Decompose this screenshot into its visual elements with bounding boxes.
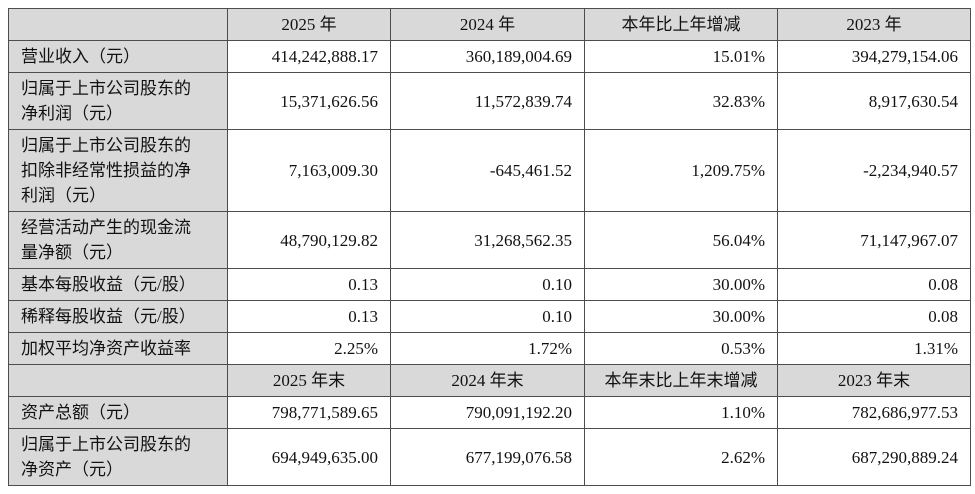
cell-value: 687,290,889.24 xyxy=(777,428,971,486)
column-header-end-yoy-change: 本年末比上年末增减 xyxy=(584,364,778,397)
corner-cell xyxy=(8,364,228,397)
cell-value: 48,790,129.82 xyxy=(227,211,391,269)
cell-value: 0.10 xyxy=(390,268,585,301)
row-label: 资产总额（元） xyxy=(8,396,228,429)
column-header-2025: 2025 年 xyxy=(227,8,391,41)
cell-value: 0.53% xyxy=(584,332,778,365)
column-header-2023-end: 2023 年末 xyxy=(777,364,971,397)
cell-value: 0.08 xyxy=(777,300,971,333)
row-label: 归属于上市公司股东的 净利润（元） xyxy=(8,72,228,130)
table-row-net-assets: 归属于上市公司股东的 净资产（元） 694,949,635.00 677,199… xyxy=(8,428,971,486)
cell-value: 1.10% xyxy=(584,396,778,429)
cell-value: -2,234,940.57 xyxy=(777,129,971,212)
table-row-weighted-avg-roe: 加权平均净资产收益率 2.25% 1.72% 0.53% 1.31% xyxy=(8,332,971,365)
cell-value: 677,199,076.58 xyxy=(390,428,585,486)
header-row-annual: 2025 年 2024 年 本年比上年增减 2023 年 xyxy=(8,8,971,41)
cell-value: 360,189,004.69 xyxy=(390,40,585,73)
table-row-revenue: 营业收入（元） 414,242,888.17 360,189,004.69 15… xyxy=(8,40,971,73)
column-header-2023: 2023 年 xyxy=(777,8,971,41)
cell-value: 0.13 xyxy=(227,268,391,301)
column-header-2024: 2024 年 xyxy=(390,8,585,41)
cell-value: -645,461.52 xyxy=(390,129,585,212)
cell-value: 31,268,562.35 xyxy=(390,211,585,269)
cell-value: 56.04% xyxy=(584,211,778,269)
table-row-basic-eps: 基本每股收益（元/股） 0.13 0.10 30.00% 0.08 xyxy=(8,268,971,301)
cell-value: 30.00% xyxy=(584,300,778,333)
row-label: 归属于上市公司股东的 扣除非经常性损益的净 利润（元） xyxy=(8,129,228,212)
row-label: 加权平均净资产收益率 xyxy=(8,332,228,365)
row-label: 经营活动产生的现金流 量净额（元） xyxy=(8,211,228,269)
row-label: 稀释每股收益（元/股） xyxy=(8,300,228,333)
header-row-period-end: 2025 年末 2024 年末 本年末比上年末增减 2023 年末 xyxy=(8,364,971,397)
table-row-net-profit-excl-nonrecurring: 归属于上市公司股东的 扣除非经常性损益的净 利润（元） 7,163,009.30… xyxy=(8,129,971,212)
cell-value: 0.10 xyxy=(390,300,585,333)
cell-value: 15.01% xyxy=(584,40,778,73)
financial-summary-table: 2025 年 2024 年 本年比上年增减 2023 年 营业收入（元） 414… xyxy=(8,8,971,486)
cell-value: 414,242,888.17 xyxy=(227,40,391,73)
cell-value: 394,279,154.06 xyxy=(777,40,971,73)
cell-value: 11,572,839.74 xyxy=(390,72,585,130)
cell-value: 32.83% xyxy=(584,72,778,130)
row-label: 基本每股收益（元/股） xyxy=(8,268,228,301)
cell-value: 1.31% xyxy=(777,332,971,365)
cell-value: 1.72% xyxy=(390,332,585,365)
cell-value: 798,771,589.65 xyxy=(227,396,391,429)
column-header-2025-end: 2025 年末 xyxy=(227,364,391,397)
cell-value: 30.00% xyxy=(584,268,778,301)
table-row-operating-cash-flow: 经营活动产生的现金流 量净额（元） 48,790,129.82 31,268,5… xyxy=(8,211,971,269)
cell-value: 694,949,635.00 xyxy=(227,428,391,486)
cell-value: 2.62% xyxy=(584,428,778,486)
table-row-net-profit: 归属于上市公司股东的 净利润（元） 15,371,626.56 11,572,8… xyxy=(8,72,971,130)
corner-cell xyxy=(8,8,228,41)
cell-value: 782,686,977.53 xyxy=(777,396,971,429)
cell-value: 71,147,967.07 xyxy=(777,211,971,269)
cell-value: 15,371,626.56 xyxy=(227,72,391,130)
table-row-total-assets: 资产总额（元） 798,771,589.65 790,091,192.20 1.… xyxy=(8,396,971,429)
cell-value: 1,209.75% xyxy=(584,129,778,212)
column-header-yoy-change: 本年比上年增减 xyxy=(584,8,778,41)
cell-value: 790,091,192.20 xyxy=(390,396,585,429)
cell-value: 2.25% xyxy=(227,332,391,365)
cell-value: 8,917,630.54 xyxy=(777,72,971,130)
column-header-2024-end: 2024 年末 xyxy=(390,364,585,397)
row-label: 归属于上市公司股东的 净资产（元） xyxy=(8,428,228,486)
cell-value: 0.13 xyxy=(227,300,391,333)
cell-value: 0.08 xyxy=(777,268,971,301)
table-row-diluted-eps: 稀释每股收益（元/股） 0.13 0.10 30.00% 0.08 xyxy=(8,300,971,333)
row-label: 营业收入（元） xyxy=(8,40,228,73)
cell-value: 7,163,009.30 xyxy=(227,129,391,212)
